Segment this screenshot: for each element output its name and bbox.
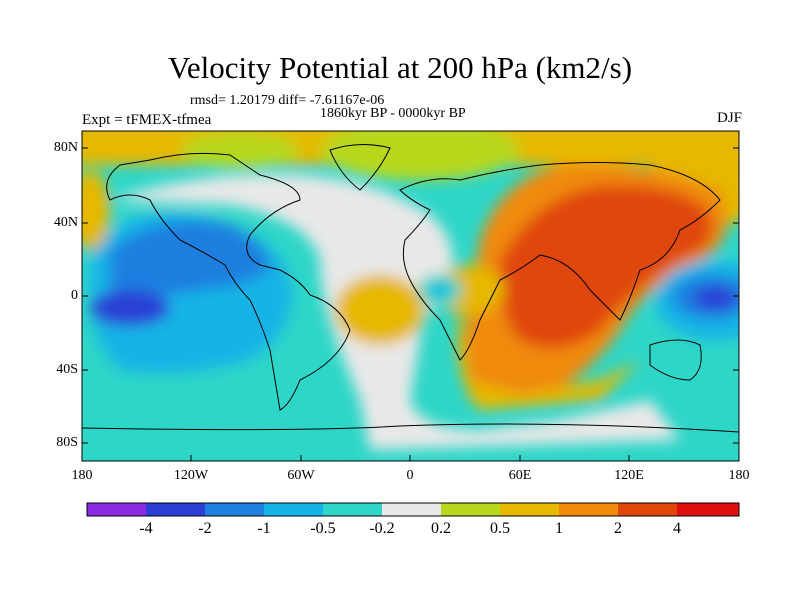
- lon-label-180e: 180: [728, 468, 750, 483]
- colorbar-bin-1: [87, 503, 146, 516]
- lat-label-40n: 40N: [53, 215, 78, 230]
- colorbar-label: 0.5: [490, 520, 510, 537]
- colorbar-bin-10: [618, 503, 677, 516]
- experiment-label: Expt = tFMEX-tfmea: [82, 112, 212, 128]
- season-label: DJF: [716, 110, 742, 126]
- lat-label-80s: 80S: [56, 435, 78, 450]
- colorbar-label: 4: [673, 520, 681, 537]
- colorbar-label: 1: [555, 520, 563, 537]
- coastlines: [82, 144, 739, 433]
- lon-label-180w: 180: [71, 468, 93, 483]
- colorbar-bin-4: [264, 503, 323, 516]
- colorbar-label: -1: [257, 520, 271, 537]
- colorbar-label: -0.2: [369, 520, 395, 537]
- colorbar-bin-2: [146, 503, 205, 516]
- colorbar-bin-3: [205, 503, 264, 516]
- lon-label-60e: 60E: [508, 468, 532, 483]
- colorbar-label: -2: [198, 520, 212, 537]
- lat-label-40s: 40S: [56, 362, 78, 377]
- colorbar-bin-8: [500, 503, 559, 516]
- lat-label-0: 0: [71, 288, 78, 303]
- lat-label-80n: 80N: [53, 140, 78, 155]
- colorbar-bin-9: [559, 503, 618, 516]
- map-title: Velocity Potential at 200 hPa (km2/s): [167, 50, 633, 85]
- period-text: 1860kyr BP - 0000kyr BP: [320, 106, 466, 121]
- lon-label-60w: 60W: [287, 468, 315, 483]
- colorbar-bin-6: [382, 503, 441, 516]
- colorbar-label: 2: [614, 520, 622, 537]
- lon-label-120w: 120W: [173, 468, 209, 483]
- colorbar-label: -4: [139, 520, 153, 537]
- colorbar-label: -0.5: [310, 520, 336, 537]
- lon-label-120e: 120E: [614, 468, 644, 483]
- stats-text: rmsd= 1.20179 diff= -7.61167e-06: [190, 93, 385, 108]
- velocity-field: [82, 131, 739, 461]
- colorbar-bin-5: [323, 503, 382, 516]
- colorbar: [86, 502, 740, 517]
- lon-label-0: 0: [406, 468, 414, 483]
- colorbar-bin-7: [441, 503, 500, 516]
- colorbar-label: 0.2: [431, 520, 451, 537]
- colorbar-bin-11: [677, 503, 739, 516]
- tick-marks: [82, 147, 739, 461]
